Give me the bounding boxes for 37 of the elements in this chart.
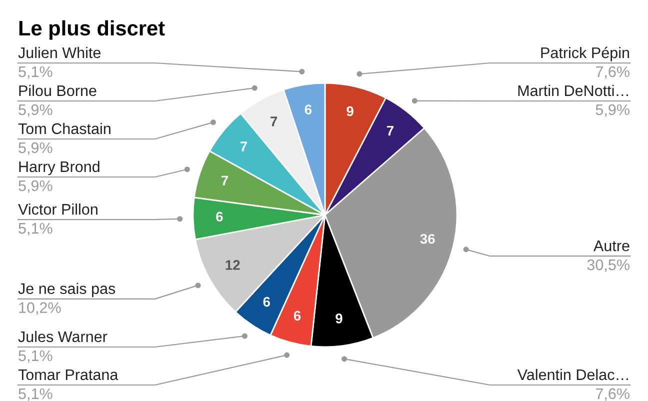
slice-label: Autre <box>594 240 630 252</box>
chart-title: Le plus discret <box>19 20 165 40</box>
data-label: 7 <box>386 126 394 136</box>
text: 7,6% <box>596 388 630 401</box>
slice-label: Pilou Borne <box>19 84 96 96</box>
data-label: 12 <box>226 260 240 270</box>
text: 5,9% <box>596 104 630 117</box>
slice-label: Julien White <box>18 46 101 58</box>
slice-label: Patrick Pépin <box>541 46 630 62</box>
slice-label: Victor Pillon <box>18 203 98 215</box>
text: 5,9% <box>18 180 52 193</box>
text: 10,2% <box>19 302 61 315</box>
text: 5,1% <box>18 66 52 79</box>
data-label: 9 <box>336 314 342 324</box>
data-label: 6 <box>263 296 270 307</box>
slice-label: Harry Brond <box>19 160 100 176</box>
text: 5,9% <box>18 104 52 117</box>
text: 5,9% <box>18 142 52 155</box>
text: 5,1% <box>18 350 52 363</box>
slice-label: Jules Warner <box>18 330 108 342</box>
data-label: 6 <box>216 212 223 222</box>
data-label: 36 <box>420 234 435 244</box>
slice-label: Tom Chastain <box>18 122 110 134</box>
text: 5,1% <box>18 222 52 236</box>
data-label: 7 <box>221 176 228 186</box>
data-label: 9 <box>346 106 354 116</box>
data-label: 7 <box>270 116 278 126</box>
slice-label: Valentin Delac… <box>517 368 628 380</box>
slice-label: Tomar Pratana <box>18 369 118 380</box>
text: 7,6% <box>596 66 630 79</box>
data-label: 6 <box>304 104 312 114</box>
data-label: 7 <box>240 142 247 152</box>
text: 5,1% <box>18 388 52 401</box>
data-label: 6 <box>294 310 301 321</box>
slice-label: Martin DeNotti… <box>518 84 628 96</box>
text: 30,5% <box>587 259 630 272</box>
slice-label: Je ne sais pas <box>18 282 116 298</box>
